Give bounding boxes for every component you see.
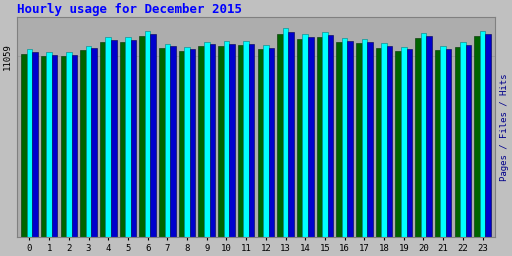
Bar bbox=[283, 28, 288, 237]
Bar bbox=[288, 32, 294, 237]
Bar bbox=[91, 48, 97, 237]
Bar bbox=[356, 43, 361, 237]
Bar bbox=[367, 42, 373, 237]
Bar bbox=[376, 48, 381, 237]
Bar bbox=[218, 46, 224, 237]
Bar bbox=[460, 42, 465, 237]
Bar bbox=[139, 36, 145, 237]
Bar bbox=[348, 40, 353, 237]
Bar bbox=[303, 34, 308, 237]
Bar bbox=[407, 49, 412, 237]
Bar bbox=[485, 34, 491, 237]
Bar bbox=[125, 37, 131, 237]
Bar bbox=[480, 31, 485, 237]
Bar bbox=[190, 49, 195, 237]
Bar bbox=[342, 38, 348, 237]
Bar bbox=[297, 39, 303, 237]
Bar bbox=[269, 48, 274, 237]
Bar bbox=[72, 55, 77, 237]
Bar bbox=[164, 44, 170, 237]
Bar bbox=[258, 49, 263, 237]
Bar bbox=[179, 51, 184, 237]
Bar bbox=[204, 41, 209, 237]
Bar bbox=[21, 54, 27, 237]
Bar bbox=[151, 34, 156, 237]
Text: Hourly usage for December 2015: Hourly usage for December 2015 bbox=[16, 3, 242, 16]
Bar bbox=[60, 56, 66, 237]
Bar bbox=[381, 43, 387, 237]
Bar bbox=[263, 45, 269, 237]
Bar bbox=[387, 46, 392, 237]
Bar bbox=[455, 47, 460, 237]
Bar bbox=[145, 31, 151, 237]
Bar bbox=[66, 52, 72, 237]
Bar bbox=[170, 46, 176, 237]
Bar bbox=[229, 44, 234, 237]
Bar bbox=[465, 45, 471, 237]
Bar bbox=[52, 55, 57, 237]
Bar bbox=[426, 36, 432, 237]
Bar bbox=[322, 32, 328, 237]
Bar bbox=[440, 46, 446, 237]
Bar bbox=[131, 40, 136, 237]
Bar bbox=[474, 36, 480, 237]
Bar bbox=[41, 56, 47, 237]
Bar bbox=[336, 42, 342, 237]
Bar bbox=[308, 37, 313, 237]
Bar bbox=[278, 34, 283, 237]
Bar bbox=[243, 41, 249, 237]
Bar bbox=[100, 42, 105, 237]
Bar bbox=[105, 37, 111, 237]
Bar bbox=[401, 47, 407, 237]
Bar bbox=[184, 47, 190, 237]
Bar bbox=[421, 33, 426, 237]
Bar bbox=[32, 52, 38, 237]
Bar bbox=[249, 44, 254, 237]
Bar bbox=[361, 39, 367, 237]
Bar bbox=[209, 44, 215, 237]
Bar bbox=[415, 38, 421, 237]
Bar bbox=[395, 51, 401, 237]
Bar bbox=[159, 48, 164, 237]
Bar bbox=[120, 41, 125, 237]
Bar bbox=[80, 50, 86, 237]
Bar bbox=[435, 50, 440, 237]
Bar bbox=[328, 35, 333, 237]
Bar bbox=[199, 46, 204, 237]
Bar bbox=[27, 49, 32, 237]
Bar bbox=[446, 49, 452, 237]
Bar bbox=[224, 41, 229, 237]
Bar bbox=[317, 37, 322, 237]
Bar bbox=[86, 46, 91, 237]
Bar bbox=[238, 45, 243, 237]
Bar bbox=[111, 40, 117, 237]
Bar bbox=[47, 52, 52, 237]
